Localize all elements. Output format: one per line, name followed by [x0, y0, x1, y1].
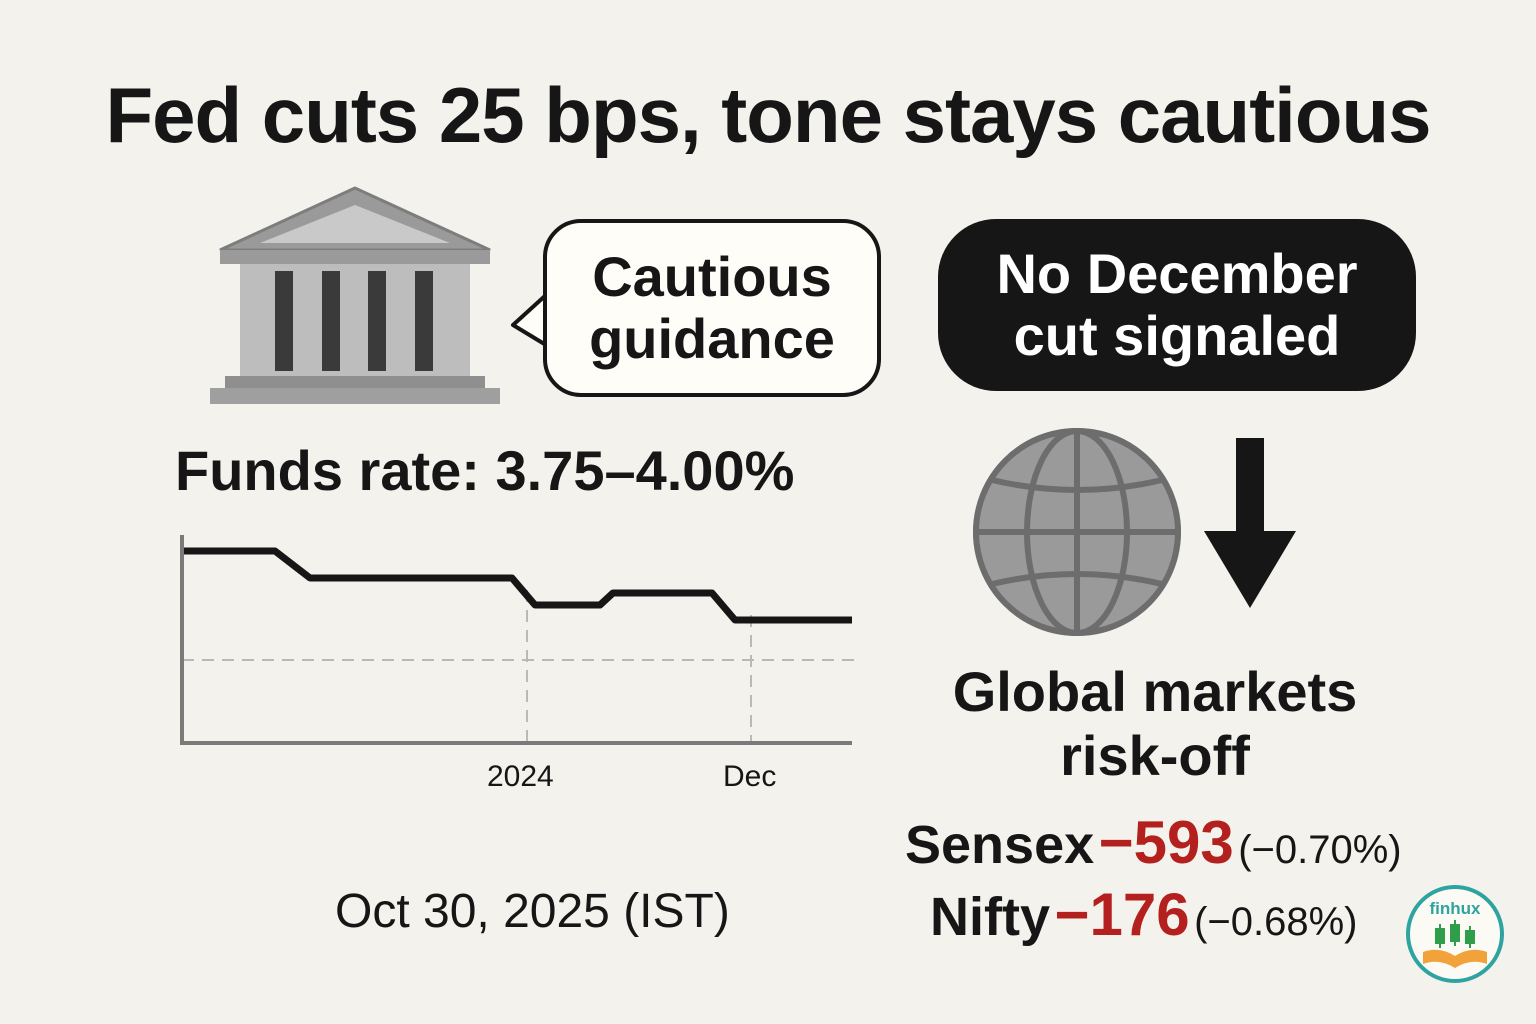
index-name: Nifty [930, 887, 1050, 947]
down-arrow-icon [1204, 438, 1296, 608]
december-signal-box: No December cut signaled [938, 219, 1416, 391]
globe-icon [973, 428, 1181, 636]
global-line-2: risk-off [1060, 724, 1250, 787]
finhux-logo: finhux [1406, 885, 1504, 983]
signal-line-2: cut signaled [1013, 304, 1341, 367]
global-line-1: Global markets [952, 660, 1358, 723]
bank-building-icon [210, 186, 500, 404]
rate-line-chart [180, 535, 855, 745]
headline: Fed cuts 25 bps, tone stays cautious [105, 71, 1431, 159]
x-tick-dec: Dec [723, 760, 777, 793]
rate-line [184, 547, 852, 624]
signal-line-1: No December [996, 242, 1358, 305]
index-name: Sensex [905, 815, 1095, 875]
logo-text: finhux [1430, 899, 1482, 918]
global-markets-label: Global markets risk-off [905, 660, 1405, 788]
nifty-row: Nifty −176 (−0.68%) [930, 880, 1357, 949]
index-pct: (−0.68%) [1194, 900, 1358, 944]
y-axis [180, 535, 852, 745]
x-tick-2024: 2024 [487, 760, 554, 793]
sensex-row: Sensex −593 (−0.70%) [905, 808, 1402, 877]
bubble-line-2: guidance [589, 307, 835, 370]
index-pct: (−0.70%) [1238, 828, 1402, 872]
bubble-line-1: Cautious [592, 245, 832, 308]
date-label: Oct 30, 2025 (IST) [335, 885, 730, 938]
guidance-speech-bubble: Cautious guidance [543, 219, 881, 397]
funds-rate-label: Funds rate: 3.75–4.00% [175, 439, 795, 502]
index-change: −176 [1054, 881, 1190, 948]
index-change: −593 [1098, 809, 1234, 876]
